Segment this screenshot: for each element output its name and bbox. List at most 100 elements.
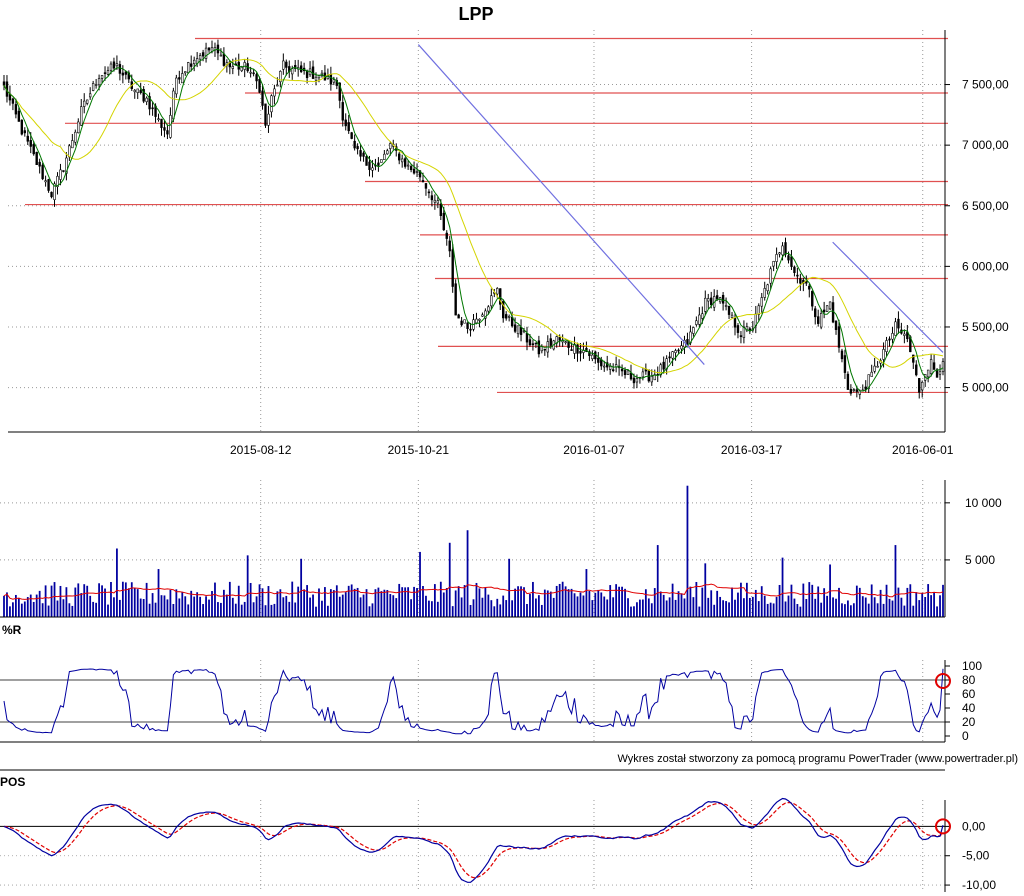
pos-panel-label: POS [0, 775, 25, 789]
candle-body [406, 164, 410, 167]
candle-body [409, 166, 413, 171]
volume-bar [413, 586, 415, 617]
candle-body [133, 89, 136, 93]
volume-bar [335, 585, 338, 617]
candle-body [760, 297, 763, 307]
candle-body [626, 370, 630, 375]
volume-bar [365, 589, 368, 617]
wr-panel-label: %R [2, 623, 22, 637]
candle-body [430, 195, 434, 201]
volume-bar [751, 596, 754, 617]
volume-bar [621, 586, 623, 617]
volume-bar [431, 601, 433, 617]
volume-bar [457, 586, 460, 617]
candle-body [659, 364, 662, 376]
candle-body [26, 135, 29, 142]
candle-body [56, 175, 59, 188]
price-y-tick-labels: 5 000,00 5 500,00 6 000,00 6 500,00 7 000,00… [945, 78, 1009, 395]
candle-body [184, 71, 187, 74]
volume-bar [124, 582, 127, 617]
candle-body [97, 78, 101, 86]
candle-body [525, 333, 529, 343]
volume-bar [380, 591, 383, 617]
volume-bar [855, 585, 858, 617]
volume-bar [62, 599, 65, 617]
volume-bar [906, 587, 909, 617]
volume-bar [832, 597, 834, 617]
volume-bar [309, 597, 311, 617]
candle-body [710, 297, 713, 306]
candle-body [808, 285, 811, 290]
candle-body [62, 170, 65, 172]
candle-body [270, 95, 273, 113]
candle-body [172, 90, 175, 120]
candle-body [151, 107, 154, 110]
price-panel: 2015-08-12 2015-10-21 2016-01-07 2016-03-17… [2, 30, 1009, 457]
volume-bar [627, 598, 629, 617]
volume-bar [425, 595, 427, 617]
volume-bar [930, 595, 933, 617]
price-x-tick-label: 2015-10-21 [388, 443, 450, 457]
volume-bar [490, 600, 493, 617]
candle-body [100, 75, 104, 79]
volume-average-line [3, 583, 944, 600]
price-y-tick-label: 6 000,00 [962, 259, 1009, 273]
candle-body [564, 341, 567, 343]
candle-body [445, 232, 448, 239]
candle-body [558, 336, 561, 341]
volume-bar [65, 587, 68, 617]
volume-bar [264, 605, 267, 617]
candle-body [389, 143, 392, 149]
candle-body [305, 70, 309, 79]
candle-body [65, 157, 68, 174]
candle-body [344, 119, 347, 127]
volume-bar [561, 581, 564, 617]
candle-body [733, 317, 737, 328]
volume-bar [80, 593, 83, 617]
candle-body [59, 169, 62, 180]
volume-bar [288, 601, 291, 617]
volume-bar [805, 599, 808, 617]
candle-body [579, 350, 582, 354]
candle-body [222, 53, 226, 66]
volume-bar [368, 606, 371, 617]
volume-bar [493, 606, 496, 617]
volume-bar [716, 590, 719, 617]
candle-body [466, 322, 469, 329]
candle-body [160, 118, 163, 128]
volume-bar [778, 584, 781, 617]
trendlines [417, 44, 944, 365]
candle-body [448, 240, 451, 252]
pos-y-tick-label: -10,00 [962, 878, 996, 892]
volume-bar [303, 589, 306, 617]
wr-y-tick-label: 20 [962, 715, 976, 729]
volume-bar [472, 599, 475, 617]
candle-body [478, 318, 481, 321]
volume-bar [719, 596, 722, 617]
candle-body [103, 72, 107, 74]
volume-bar [793, 598, 796, 617]
candle-body [915, 364, 918, 376]
candle-body [912, 354, 915, 363]
volume-bar [404, 587, 407, 617]
volume-bar [933, 591, 935, 617]
candle-body [83, 100, 86, 107]
volume-bar [870, 584, 873, 617]
volume-bar [695, 581, 698, 617]
pos-grid [0, 800, 945, 892]
volume-bar [674, 599, 677, 617]
candle-body [368, 161, 371, 170]
volume-bar [377, 587, 380, 617]
candle-body [475, 318, 478, 324]
price-x-tick-labels: 2015-08-12 2015-10-21 2016-01-07 2016-03-17… [230, 443, 954, 457]
volume-bar [451, 606, 454, 617]
volume-bar [225, 594, 228, 617]
volume-bar [83, 584, 86, 617]
volume-bar [17, 597, 20, 617]
volume-bar [255, 596, 258, 617]
volume-bar [799, 606, 802, 617]
volume-bar [606, 599, 609, 617]
candle-body [255, 74, 258, 82]
volume-bar [422, 586, 424, 617]
